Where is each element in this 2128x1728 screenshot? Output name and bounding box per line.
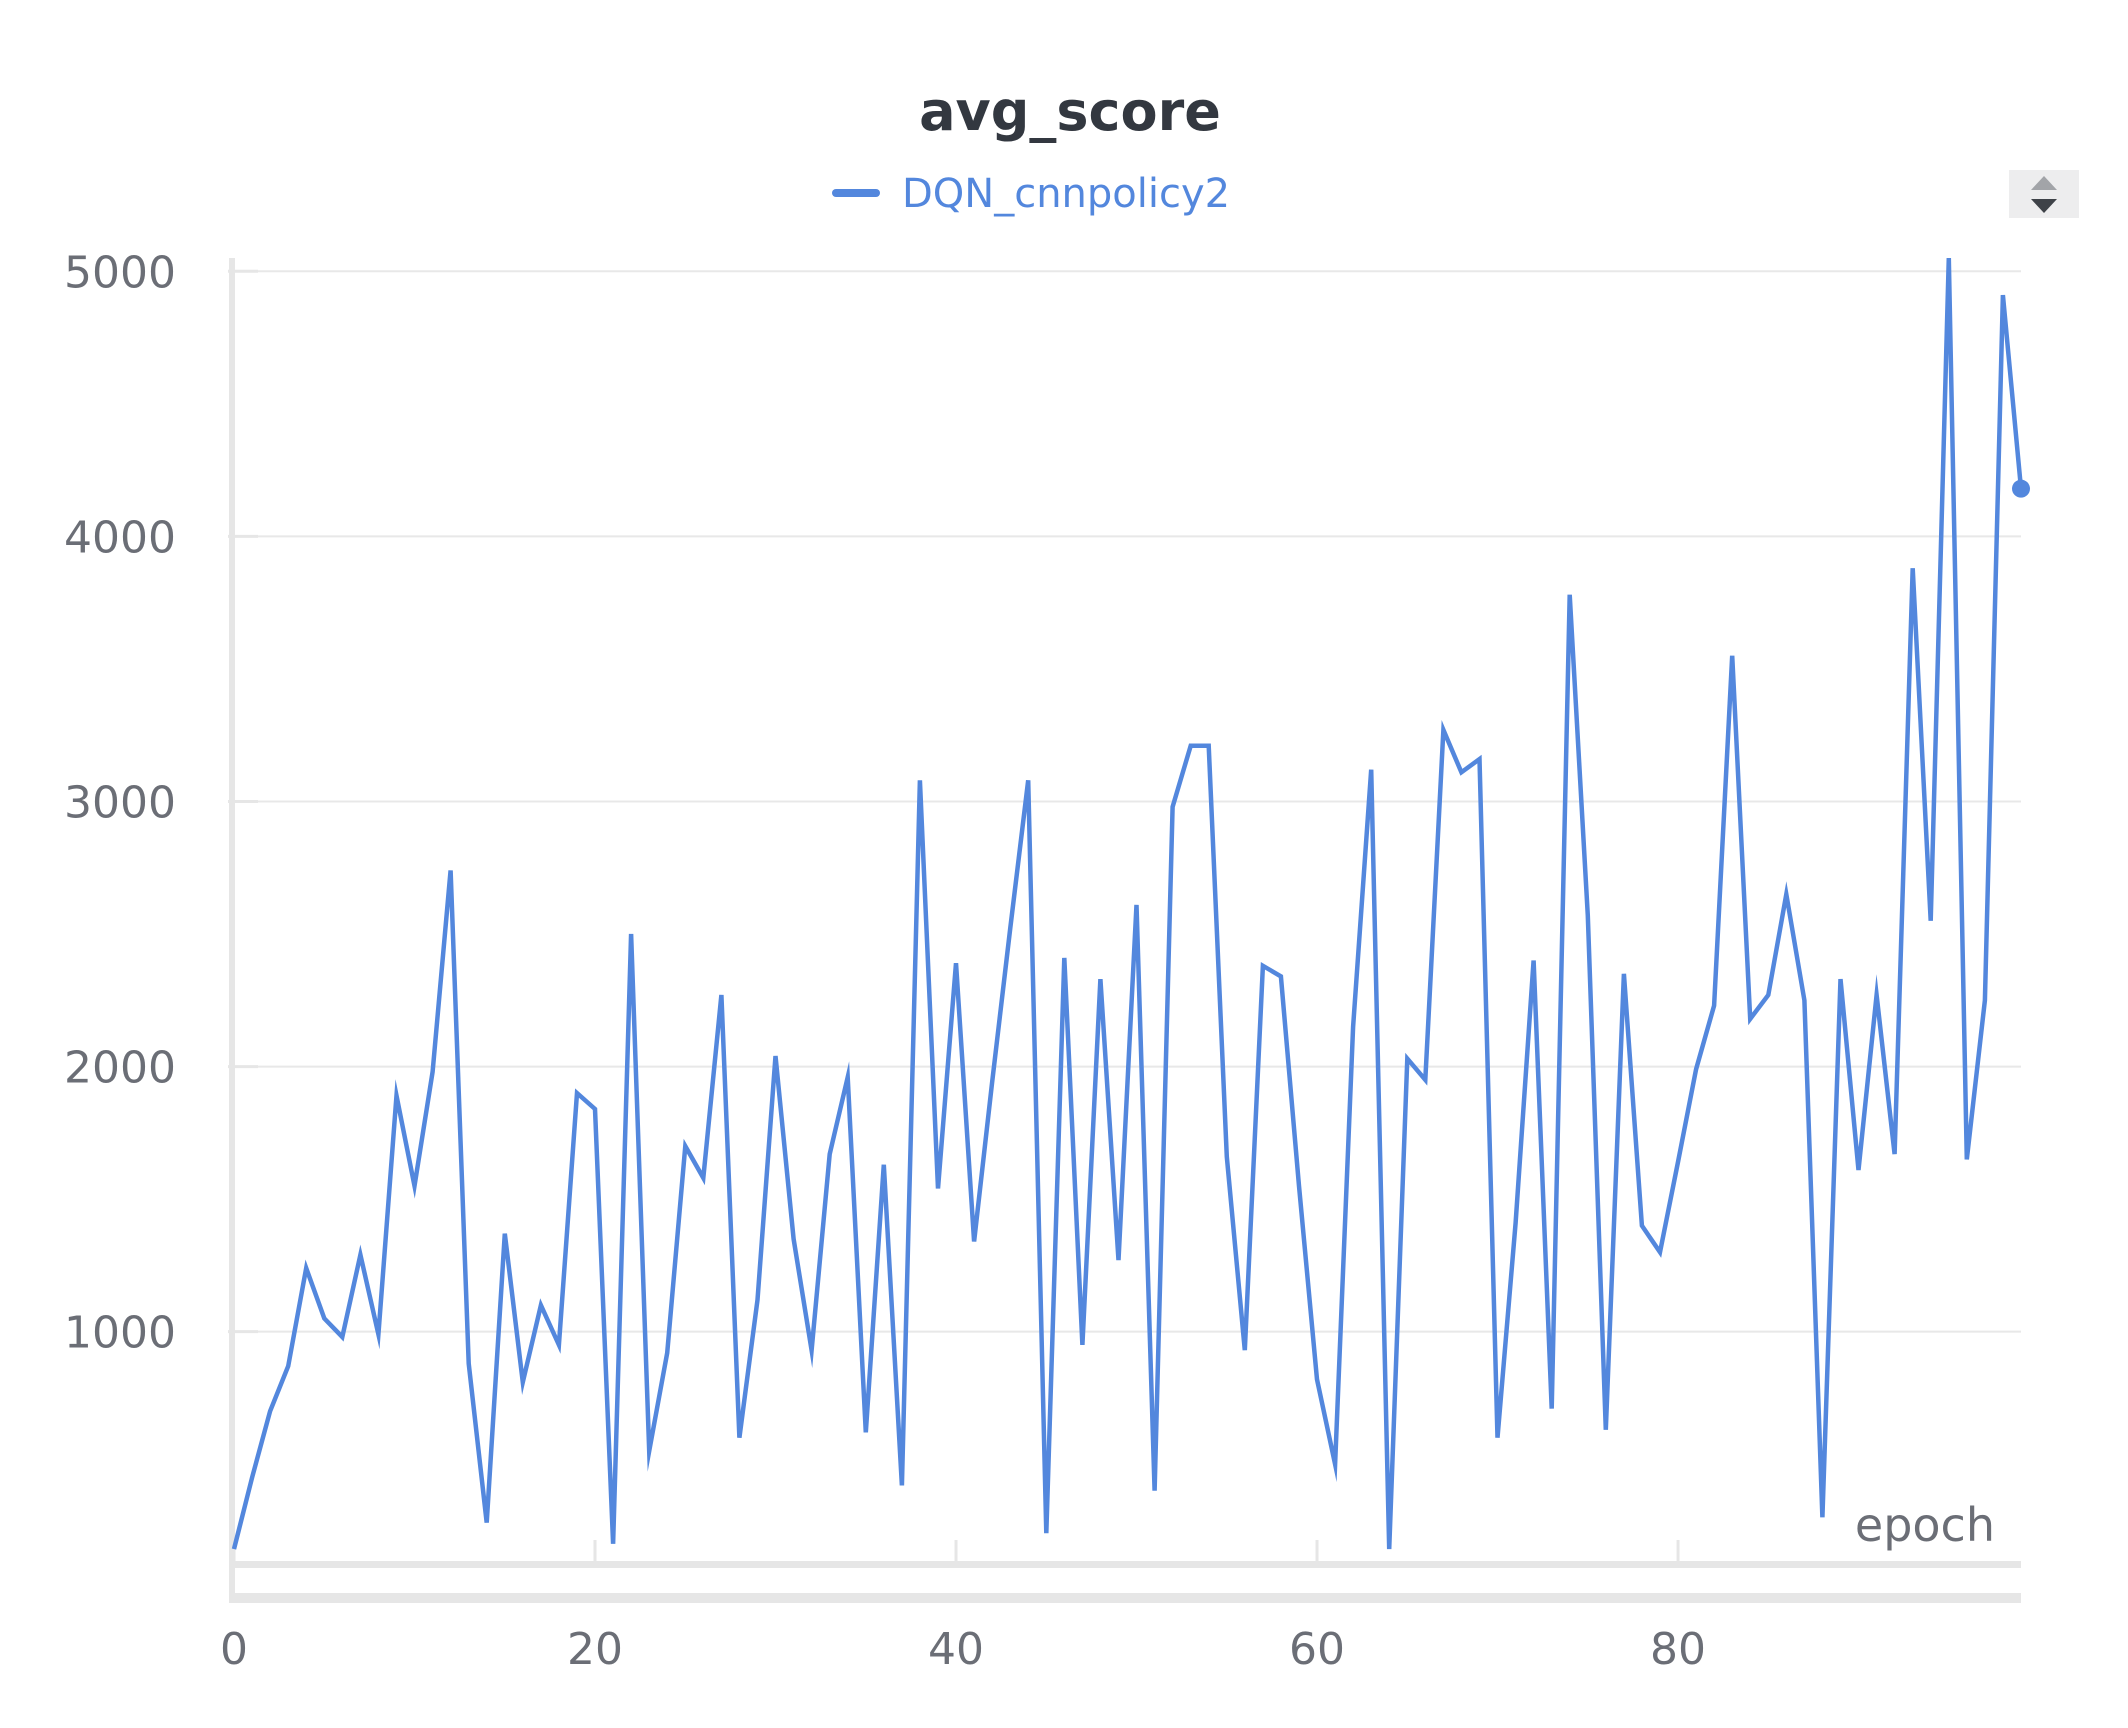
scroll-up-icon[interactable] — [2031, 176, 2057, 190]
legend[interactable]: DQN_cnnpolicy2 — [832, 171, 1230, 217]
y-tick-label-5000: 5000 — [64, 247, 176, 298]
x-tick-labels: 0 20 40 60 80 — [220, 1624, 1706, 1675]
x-tick-label-80: 80 — [1650, 1624, 1706, 1675]
series-end-point-0[interactable] — [2012, 479, 2030, 498]
x-tick-label-60: 60 — [1289, 1624, 1345, 1675]
y-tick-label-2000: 2000 — [64, 1043, 176, 1094]
y-tick-labels: 1000 2000 3000 4000 5000 — [64, 247, 176, 1358]
series-layer — [231, 257, 2030, 1550]
x-axis-label: epoch — [1855, 1498, 1995, 1552]
legend-label-dqn-cnnpolicy2[interactable]: DQN_cnnpolicy2 — [902, 171, 1230, 217]
x-tick-label-40: 40 — [928, 1624, 984, 1675]
scroll-down-icon[interactable] — [2031, 199, 2057, 213]
x-axis-baseline — [234, 1561, 2021, 1568]
y-axis-line — [229, 258, 235, 1603]
y-tick-label-4000: 4000 — [64, 512, 176, 563]
y-tick-label-3000: 3000 — [64, 777, 176, 828]
x-tick-label-0: 0 — [220, 1624, 248, 1675]
x-tick-marks — [232, 1540, 1680, 1561]
x-tick-label-20: 20 — [567, 1624, 623, 1675]
y-tick-label-1000: 1000 — [64, 1308, 176, 1359]
series-line-0 — [231, 257, 2024, 1550]
legend-scroll-control[interactable] — [2009, 170, 2079, 218]
axes — [229, 258, 2021, 1603]
chart-title: avg_score — [919, 80, 1221, 143]
x-axis-scroll-track[interactable] — [234, 1593, 2021, 1603]
